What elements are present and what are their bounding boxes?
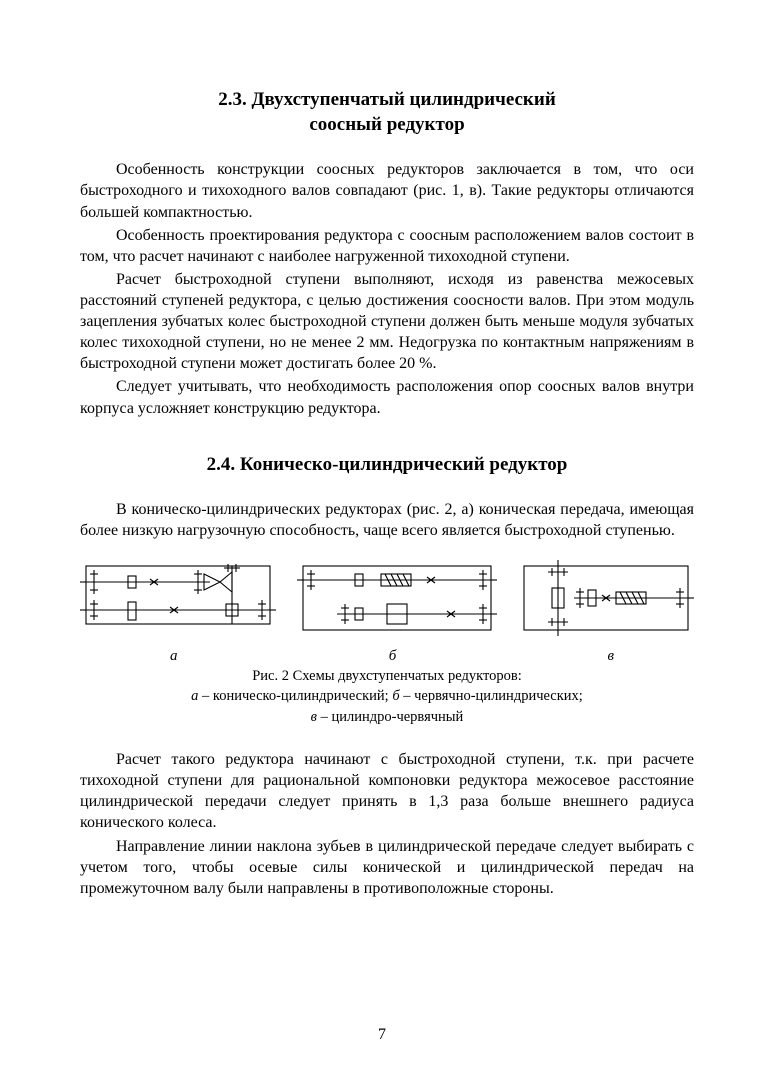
title-line-1: 2.3. Двухступенчатый цилиндрический — [218, 89, 556, 110]
page-number: 7 — [0, 1026, 764, 1044]
section-24-para-3: Направление линии наклона зубьев в цилин… — [80, 836, 694, 899]
section-24-para-2: Расчет такого редуктора начинают с быстр… — [80, 749, 694, 833]
figure-label-b: б — [389, 648, 397, 665]
section-24-title: 2.4. Коническо-цилиндрический редуктор — [80, 453, 694, 478]
section-23-para-2: Особенность проектирования редуктора с с… — [80, 225, 694, 267]
caption-rest: – цилиндро-червячный — [317, 709, 463, 725]
section-23-para-1: Особенность конструкции соосных редуктор… — [80, 159, 694, 222]
figure-2c — [518, 560, 694, 644]
figure-2-caption-line1: Рис. 2 Схемы двухступенчатых редукторов: — [80, 667, 694, 686]
section-23-title: 2.3. Двухступенчатый цилиндрический соос… — [80, 88, 694, 137]
section-24-para-1: В коническо-цилиндрических редукторах (р… — [80, 499, 694, 541]
figure-label-a: а — [170, 648, 178, 665]
title-line-2: соосный редуктор — [309, 114, 464, 135]
caption-mid1: – коническо-цилиндрический; — [198, 688, 392, 704]
figure-label-c: в — [607, 648, 614, 665]
figure-2-caption-line3: в – цилиндро-червячный — [80, 708, 694, 727]
caption-mid2: – червячно-цилиндрических; — [400, 688, 583, 704]
caption-b: б — [392, 688, 399, 704]
figure-2a — [80, 560, 276, 644]
figure-2b — [297, 560, 497, 644]
section-23-para-3: Расчет быстроходной ступени выполняют, и… — [80, 269, 694, 375]
figure-2-sublabels: а б в — [80, 648, 694, 665]
section-23-para-4: Следует учитывать, что необходимость рас… — [80, 376, 694, 418]
figure-2-row — [80, 560, 694, 644]
figure-2-caption-line2: а – коническо-цилиндрический; б – червяч… — [80, 687, 694, 706]
